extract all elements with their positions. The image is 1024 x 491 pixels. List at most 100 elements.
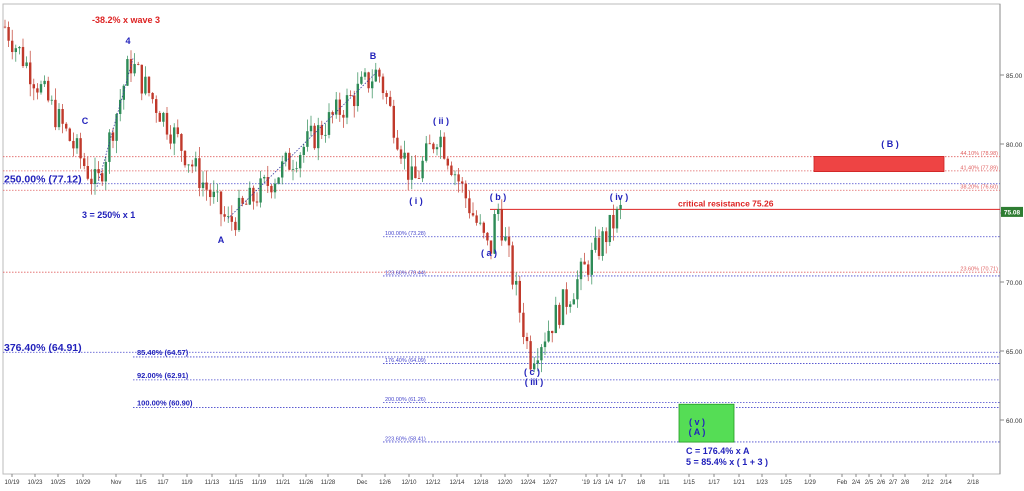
candle-body [151, 92, 154, 100]
x-tick-label: 11/5 [135, 480, 147, 486]
candle-body [345, 95, 349, 118]
y-tick-label: 70.00 [1006, 280, 1023, 287]
candle-body [7, 26, 10, 41]
candle-body [489, 240, 493, 254]
x-tick-label: 12/12 [425, 480, 441, 486]
x-tick-label: 1/23 [756, 480, 768, 486]
x-tick-label: 1/4 [605, 480, 614, 486]
wave-label: C = 176.4% x A [686, 446, 750, 456]
x-tick-label: 2/4 [852, 480, 861, 486]
candle-body [266, 177, 269, 186]
wave-label: ( a ) [481, 248, 497, 258]
candle-body [119, 99, 122, 114]
candle-body [320, 125, 323, 136]
candle-body [205, 182, 208, 190]
wave-a-target-zone [678, 403, 735, 443]
candle-body [306, 131, 309, 147]
candle-body [18, 46, 21, 49]
y-tick-label: 85.00 [1006, 73, 1023, 80]
candle-body [601, 231, 604, 256]
candle-body [281, 161, 284, 178]
candle-body [176, 127, 179, 135]
candle-body [554, 304, 557, 334]
candle-body [201, 182, 205, 189]
candle-body [47, 80, 50, 101]
candle-body [597, 237, 601, 256]
candle-body [497, 209, 500, 215]
candle-body [522, 312, 525, 338]
candle-body [93, 169, 97, 185]
candle-body [515, 280, 518, 285]
candle-body [183, 150, 187, 166]
candle-body [223, 214, 226, 217]
candle-body [227, 216, 230, 218]
candle-body [173, 127, 176, 144]
candle-body [111, 132, 115, 141]
wave-label: ( B ) [881, 139, 899, 149]
candle-body [558, 304, 561, 325]
y-tick-label: 65.00 [1006, 349, 1023, 356]
candle-body [392, 105, 395, 138]
candle-body [381, 76, 385, 94]
candle-body [518, 280, 521, 313]
candle-body [230, 216, 233, 222]
candle-body [536, 360, 539, 364]
candle-body [486, 232, 489, 241]
candle-body [565, 289, 568, 307]
candle-body [399, 149, 403, 159]
candle-body [360, 76, 363, 84]
wave-label: ( ii ) [433, 116, 449, 126]
wave-label: ( c ) [524, 367, 540, 377]
candle-body [443, 136, 446, 159]
candle-body [97, 169, 100, 174]
x-tick-label: 1/15 [683, 480, 695, 486]
candle-body [363, 72, 367, 77]
candle-body [479, 222, 482, 224]
candle-body [288, 152, 291, 170]
candle-body [511, 245, 514, 285]
candle-body [83, 158, 86, 167]
candle-body [432, 143, 435, 150]
current-price-tag [1001, 206, 1023, 217]
candle-body [140, 64, 143, 94]
candle-body [583, 261, 586, 265]
wave-label: ( i ) [409, 196, 423, 206]
level-label: 250.00% (77.12) [4, 174, 82, 186]
level-label: 41.40% (77.89) [960, 165, 998, 171]
candle-body [302, 146, 305, 156]
x-tick-label: 1/21 [733, 480, 745, 486]
candle-body [529, 341, 532, 370]
candle-body [540, 347, 543, 361]
x-tick-label: '19 [582, 480, 590, 486]
candle-body [86, 166, 89, 179]
candle-body [435, 147, 439, 150]
x-tick-label: Nov [111, 480, 122, 486]
candle-body [414, 166, 417, 179]
candle-body [133, 63, 136, 74]
x-tick-label: 2/7 [889, 480, 898, 486]
candle-body [212, 191, 215, 198]
x-tick-label: 11/19 [252, 480, 267, 486]
x-tick-label: Dec [357, 480, 368, 486]
y-tick-label: 60.00 [1006, 418, 1023, 425]
candle-body [147, 76, 151, 93]
candle-body [410, 166, 413, 180]
candle-body [273, 183, 277, 193]
x-tick-label: 12/24 [520, 480, 536, 486]
candle-body [237, 197, 241, 231]
level-label: 123.60% (70.44) [385, 270, 426, 276]
candle-body [295, 168, 298, 170]
candle-body [500, 209, 503, 241]
candle-body [446, 158, 449, 166]
x-tick-label: Feb [837, 480, 848, 486]
candle-body [374, 69, 377, 82]
candle-body [126, 59, 129, 86]
candle-body [525, 337, 529, 342]
candle-body [450, 165, 453, 175]
candle-body [453, 174, 457, 176]
candle-body [396, 137, 399, 150]
candle-body [356, 83, 359, 107]
level-label: 223.60% (58.41) [385, 436, 426, 442]
x-tick-label: 12/6 [379, 480, 391, 486]
candle-body [209, 189, 212, 198]
